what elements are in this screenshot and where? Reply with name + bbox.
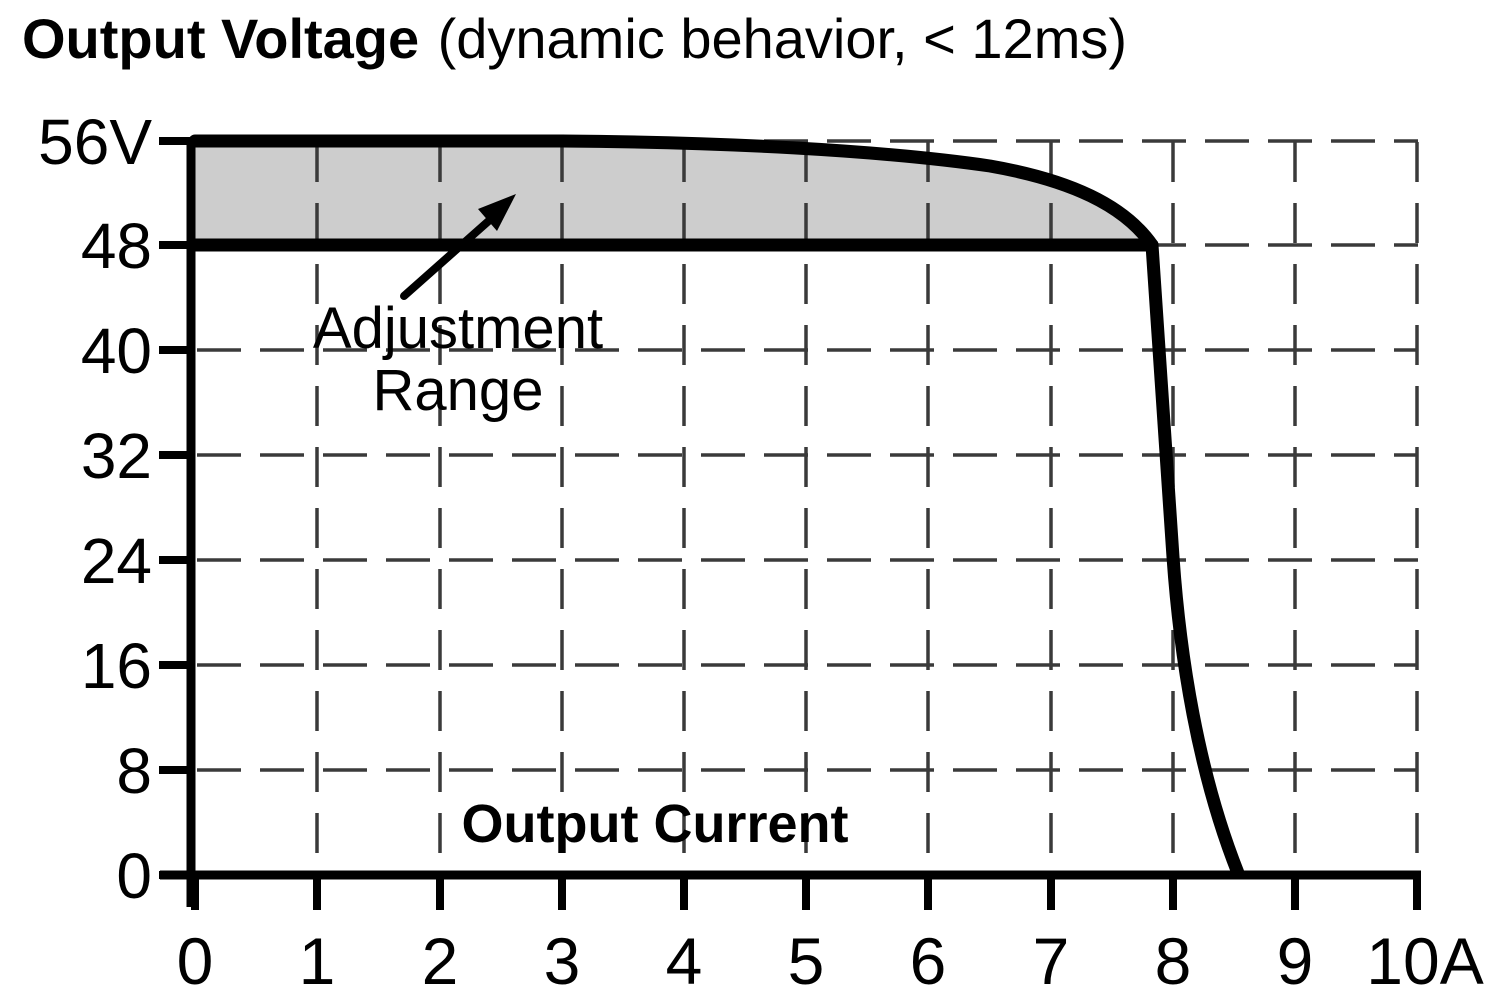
y-tick-label-56v: 56V [38, 106, 152, 178]
y-tick-label-8: 8 [116, 735, 152, 807]
adjustment-range-region [195, 141, 1152, 245]
upper-voltage-limit-curve [188, 134, 1159, 252]
y-tick-label-16: 16 [81, 630, 152, 702]
axes [160, 137, 1421, 907]
chart-title: Output Voltage (dynamic behavior, < 12ms… [22, 7, 1127, 70]
y-tick-label-40: 40 [81, 315, 152, 387]
chart-title-detail: (dynamic behavior, < 12ms) [438, 7, 1127, 70]
x-axis-inline-label: Output Current [462, 794, 849, 854]
x-tick-label-2: 2 [422, 924, 459, 998]
x-tick-label-9: 9 [1277, 924, 1314, 998]
chart-title-main: Output Voltage [22, 7, 419, 70]
x-tick-label-4: 4 [666, 924, 703, 998]
current-limit-foldback-curve [1145, 238, 1245, 880]
arrow-head-icon [478, 194, 516, 231]
y-tick-label-24: 24 [81, 525, 152, 597]
annotation-adjustment: Adjustment [313, 296, 603, 361]
x-tick-label-6: 6 [910, 924, 947, 998]
annotation-arrow [400, 194, 516, 300]
x-tick-label-5: 5 [788, 924, 825, 998]
x-tick-label-3: 3 [544, 924, 581, 998]
x-tick-labels: 0 1 2 3 4 5 6 7 8 9 10A [177, 924, 1484, 998]
annotation-range: Range [373, 358, 544, 423]
y-tick-labels: 56V 48 40 32 24 16 8 0 [38, 106, 152, 912]
x-tick-label-0: 0 [177, 924, 214, 998]
x-tick-label-8: 8 [1155, 924, 1192, 998]
arrow-shaft [400, 214, 496, 300]
y-tick-label-48: 48 [81, 210, 152, 282]
y-tick-label-0: 0 [116, 840, 152, 912]
x-axis-ticks [191, 875, 1421, 910]
x-tick-label-7: 7 [1033, 924, 1070, 998]
x-tick-label-1: 1 [299, 924, 336, 998]
y-tick-label-32: 32 [81, 420, 152, 492]
x-tick-label-10a: 10A [1366, 924, 1483, 998]
y-axis-ticks [159, 137, 194, 879]
